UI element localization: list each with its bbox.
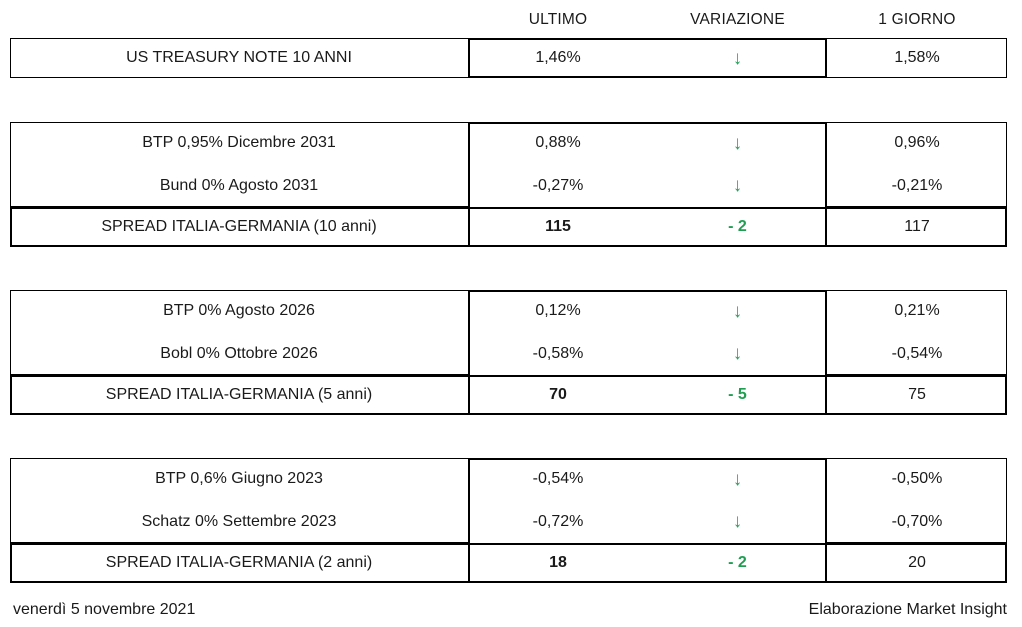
spread-variazione-value: - 2 — [728, 218, 747, 235]
table-row: US TREASURY NOTE 10 ANNI 1,46% ↓ 1,58% — [0, 38, 1022, 78]
spread-row: SPREAD ITALIA-GERMANIA (2 anni) 18 - 2 2… — [0, 543, 1022, 583]
spread-5y-section: BTP 0% Agosto 2026 0,12% ↓ 0,21% Bobl 0%… — [0, 290, 1022, 415]
giorno-value: -0,50% — [891, 470, 943, 487]
spread-variazione-value: - 5 — [728, 386, 747, 403]
instrument-label: BTP 0% Agosto 2026 — [163, 302, 315, 319]
spread-label: SPREAD ITALIA-GERMANIA (2 anni) — [105, 554, 373, 571]
attribution: Elaborazione Market Insight — [808, 601, 1007, 618]
table-row: BTP 0% Agosto 2026 0,12% ↓ 0,21% — [0, 290, 1022, 332]
instrument-label: Schatz 0% Settembre 2023 — [141, 512, 337, 530]
column-header-variazione: VARIAZIONE — [690, 11, 785, 28]
spread-ultimo-value: 18 — [549, 554, 567, 571]
giorno-value: 1,58% — [894, 49, 940, 66]
giorno-value: -0,70% — [891, 512, 943, 530]
ultimo-value: -0,27% — [532, 176, 584, 194]
instrument-label: BTP 0,6% Giugno 2023 — [155, 470, 323, 487]
instrument-label: Bobl 0% Ottobre 2026 — [160, 344, 318, 362]
down-arrow-icon: ↓ — [732, 300, 743, 322]
giorno-value: 0,21% — [894, 302, 940, 319]
giorno-value: 0,96% — [894, 134, 940, 151]
giorno-value: -0,54% — [891, 344, 943, 362]
us-treasury-section: US TREASURY NOTE 10 ANNI 1,46% ↓ 1,58% — [0, 38, 1022, 78]
footer: venerdì 5 novembre 2021 Elaborazione Mar… — [0, 598, 1022, 622]
spread-ultimo-value: 115 — [545, 218, 571, 235]
instrument-label: BTP 0,95% Dicembre 2031 — [142, 134, 336, 151]
column-header-1giorno: 1 GIORNO — [878, 11, 956, 28]
down-arrow-icon: ↓ — [732, 511, 743, 532]
instrument-label: US TREASURY NOTE 10 ANNI — [126, 49, 352, 66]
ultimo-value: -0,72% — [532, 512, 584, 530]
spread-label: SPREAD ITALIA-GERMANIA (10 anni) — [101, 218, 377, 235]
spread-giorno-value: 117 — [904, 218, 930, 235]
giorno-value: -0,21% — [891, 176, 943, 194]
ultimo-value: 1,46% — [535, 49, 581, 66]
report-date: venerdì 5 novembre 2021 — [13, 601, 196, 618]
spread-label: SPREAD ITALIA-GERMANIA (5 anni) — [105, 386, 373, 403]
instrument-label: Bund 0% Agosto 2031 — [159, 176, 319, 194]
spread-row: SPREAD ITALIA-GERMANIA (10 anni) 115 - 2… — [0, 207, 1022, 247]
spread-giorno-value: 75 — [908, 386, 926, 403]
down-arrow-icon: ↓ — [732, 47, 743, 69]
table-row: Schatz 0% Settembre 2023 -0,72% ↓ -0,70% — [0, 500, 1022, 543]
spread-variazione-value: - 2 — [728, 554, 747, 571]
spread-ultimo-value: 70 — [549, 386, 567, 403]
ultimo-value: -0,58% — [532, 344, 584, 362]
down-arrow-icon: ↓ — [732, 343, 743, 364]
table-row: Bund 0% Agosto 2031 -0,27% ↓ -0,21% — [0, 164, 1022, 207]
spread-row: SPREAD ITALIA-GERMANIA (5 anni) 70 - 5 7… — [0, 375, 1022, 415]
table-header-row: ULTIMO VARIAZIONE 1 GIORNO — [0, 6, 1022, 34]
spread-2y-section: BTP 0,6% Giugno 2023 -0,54% ↓ -0,50% Sch… — [0, 458, 1022, 583]
spread-giorno-value: 20 — [908, 554, 926, 571]
table-row: BTP 0,95% Dicembre 2031 0,88% ↓ 0,96% — [0, 122, 1022, 164]
spread-10y-section: BTP 0,95% Dicembre 2031 0,88% ↓ 0,96% Bu… — [0, 122, 1022, 247]
down-arrow-icon: ↓ — [732, 175, 743, 196]
ultimo-value: 0,12% — [535, 302, 581, 319]
column-header-ultimo: ULTIMO — [528, 11, 588, 28]
down-arrow-icon: ↓ — [732, 132, 743, 154]
ultimo-value: -0,54% — [532, 470, 584, 487]
table-row: BTP 0,6% Giugno 2023 -0,54% ↓ -0,50% — [0, 458, 1022, 500]
ultimo-value: 0,88% — [535, 134, 581, 151]
down-arrow-icon: ↓ — [732, 468, 743, 490]
table-row: Bobl 0% Ottobre 2026 -0,58% ↓ -0,54% — [0, 332, 1022, 375]
